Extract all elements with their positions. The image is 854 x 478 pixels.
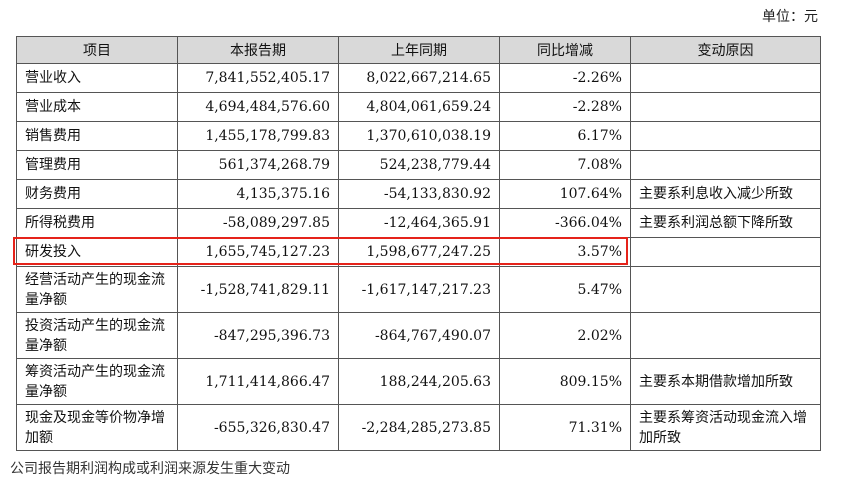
row-prior: 1,598,677,247.25 — [338, 237, 500, 267]
row-change: -2.28% — [499, 92, 631, 122]
header-yoy-change: 同比增减 — [499, 36, 631, 64]
row-prior: -54,133,830.92 — [338, 179, 500, 209]
row-reason: 主要系筹资活动现金流入增加所致 — [630, 404, 821, 451]
unit-label: 单位：元 — [762, 9, 818, 25]
table-row: 营业成本 4,694,484,576.60 4,804,061,659.24 -… — [16, 92, 821, 122]
row-change: 7.08% — [499, 150, 631, 180]
row-current: -847,295,396.73 — [177, 312, 339, 359]
row-prior: 1,370,610,038.19 — [338, 121, 500, 151]
row-item: 营业成本 — [16, 92, 178, 122]
header-current-period: 本报告期 — [177, 36, 339, 64]
row-current: 4,135,375.16 — [177, 179, 339, 209]
row-reason — [630, 121, 821, 151]
row-prior: 4,804,061,659.24 — [338, 92, 500, 122]
row-reason — [630, 266, 821, 313]
row-item: 筹资活动产生的现金流量净额 — [16, 358, 178, 405]
row-prior: -12,464,365.91 — [338, 208, 500, 238]
row-prior: -1,617,147,217.23 — [338, 266, 500, 313]
row-change: 107.64% — [499, 179, 631, 209]
row-current: 1,455,178,799.83 — [177, 121, 339, 151]
row-item: 现金及现金等价物净增加额 — [16, 404, 178, 451]
header-change-reason: 变动原因 — [630, 36, 821, 64]
row-item: 营业收入 — [16, 63, 178, 93]
row-change: 71.31% — [499, 404, 631, 451]
header-prior-period: 上年同期 — [338, 36, 500, 64]
row-prior: 188,244,205.63 — [338, 358, 500, 405]
row-change: 6.17% — [499, 121, 631, 151]
row-current: 7,841,552,405.17 — [177, 63, 339, 93]
footer-text: 公司报告期利润构成或利润来源发生重大变动 — [10, 461, 290, 477]
row-current: 1,655,745,127.23 — [177, 237, 339, 267]
row-prior: 8,022,667,214.65 — [338, 63, 500, 93]
row-reason — [630, 63, 821, 93]
row-item: 销售费用 — [16, 121, 178, 151]
row-change: 809.15% — [499, 358, 631, 405]
table-row: 财务费用 4,135,375.16 -54,133,830.92 107.64%… — [16, 179, 821, 209]
row-item: 投资活动产生的现金流量净额 — [16, 312, 178, 359]
table-row: 所得税费用 -58,089,297.85 -12,464,365.91 -366… — [16, 208, 821, 238]
table-row: 销售费用 1,455,178,799.83 1,370,610,038.19 6… — [16, 121, 821, 151]
row-current: 4,694,484,576.60 — [177, 92, 339, 122]
table-row: 筹资活动产生的现金流量净额 1,711,414,866.47 188,244,2… — [16, 358, 821, 405]
row-current: -1,528,741,829.11 — [177, 266, 339, 313]
row-reason — [630, 312, 821, 359]
row-change: 5.47% — [499, 266, 631, 313]
table-row: 投资活动产生的现金流量净额 -847,295,396.73 -864,767,4… — [16, 312, 821, 359]
row-current: -655,326,830.47 — [177, 404, 339, 451]
row-item: 研发投入 — [16, 237, 178, 267]
row-prior: 524,238,779.44 — [338, 150, 500, 180]
row-reason: 主要系本期借款增加所致 — [630, 358, 821, 405]
row-change: -2.26% — [499, 63, 631, 93]
row-reason — [630, 237, 821, 267]
table-row: 营业收入 7,841,552,405.17 8,022,667,214.65 -… — [16, 63, 821, 93]
row-change: 3.57% — [499, 237, 631, 267]
row-reason — [630, 150, 821, 180]
row-change: -366.04% — [499, 208, 631, 238]
row-current: 1,711,414,866.47 — [177, 358, 339, 405]
table-row: 现金及现金等价物净增加额 -655,326,830.47 -2,284,285,… — [16, 404, 821, 451]
table-row-highlighted: 研发投入 1,655,745,127.23 1,598,677,247.25 3… — [16, 237, 821, 267]
row-item: 所得税费用 — [16, 208, 178, 238]
table-header-row: 项目 本报告期 上年同期 同比增减 变动原因 — [16, 36, 821, 64]
row-current: 561,374,268.79 — [177, 150, 339, 180]
row-current: -58,089,297.85 — [177, 208, 339, 238]
header-item: 项目 — [16, 36, 178, 64]
row-item: 管理费用 — [16, 150, 178, 180]
row-reason: 主要系利润总额下降所致 — [630, 208, 821, 238]
row-item: 财务费用 — [16, 179, 178, 209]
row-change: 2.02% — [499, 312, 631, 359]
table-row: 管理费用 561,374,268.79 524,238,779.44 7.08% — [16, 150, 821, 180]
financial-table: 项目 本报告期 上年同期 同比增减 变动原因 营业收入 7,841,552,40… — [16, 36, 821, 451]
row-reason — [630, 92, 821, 122]
row-prior: -864,767,490.07 — [338, 312, 500, 359]
row-item: 经营活动产生的现金流量净额 — [16, 266, 178, 313]
row-reason: 主要系利息收入减少所致 — [630, 179, 821, 209]
row-prior: -2,284,285,273.85 — [338, 404, 500, 451]
table-row: 经营活动产生的现金流量净额 -1,528,741,829.11 -1,617,1… — [16, 266, 821, 313]
